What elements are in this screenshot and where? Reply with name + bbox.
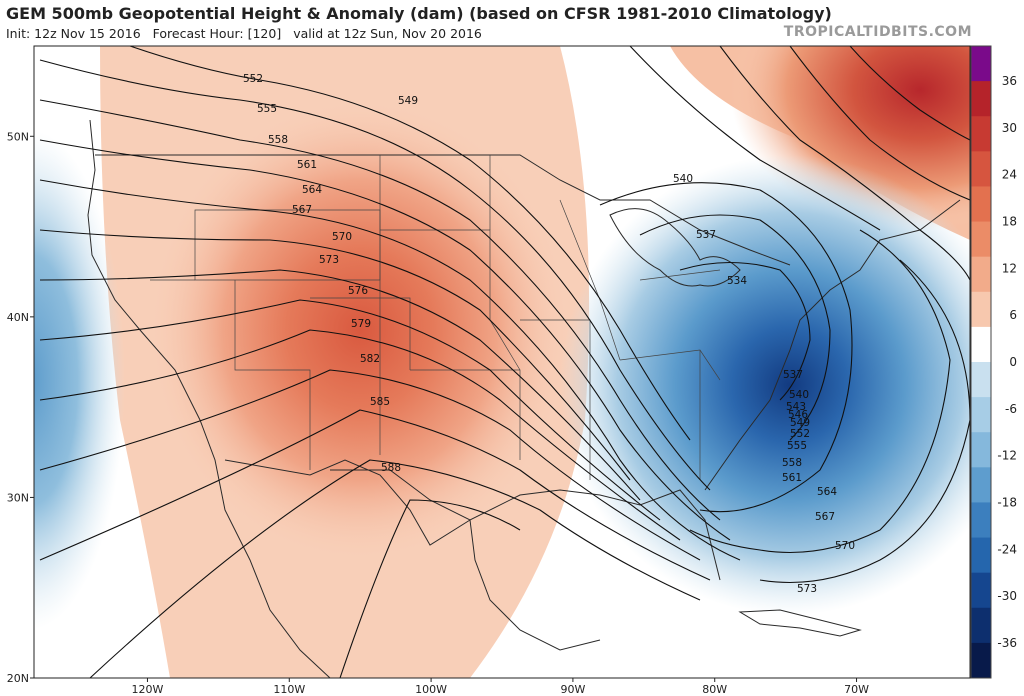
contour-label: 573	[319, 254, 339, 266]
contour-label: 552	[790, 428, 810, 440]
colorbar-swatch	[971, 221, 991, 258]
colorbar-label: -30	[997, 589, 1017, 603]
contour-label: 546	[788, 409, 808, 421]
colorbar-label: -36	[997, 636, 1017, 650]
map-frame	[33, 45, 971, 679]
colorbar-swatch	[971, 467, 991, 503]
lon-tick-label: 100W	[415, 683, 447, 696]
cuba	[738, 609, 862, 637]
east-coast	[704, 199, 961, 491]
colorbar-label: 6	[1009, 308, 1017, 322]
lon-tick-label: 70W	[844, 683, 869, 696]
lat-tick-label: 30N	[7, 491, 29, 504]
lon-tick-label: 90W	[560, 683, 585, 696]
valid-time: valid at 12z Sun, Nov 20 2016	[293, 26, 482, 41]
colorbar-frame	[970, 45, 992, 679]
contour-label: 543	[786, 401, 806, 413]
lat-tick-label: 50N	[7, 130, 29, 143]
colorbar-swatch	[971, 362, 991, 398]
colorbar-label: 30	[1002, 121, 1017, 135]
watermark: TROPICALTIDBITS.COM	[783, 24, 972, 40]
trough-core-anomaly	[560, 155, 970, 615]
us-mexico-border	[224, 459, 471, 546]
contour-label: 555	[787, 440, 807, 452]
trough-west-anomaly	[34, 130, 125, 630]
colorbar-swatch	[971, 81, 991, 117]
gulf-coast	[330, 469, 721, 581]
contour-label: 564	[302, 184, 322, 196]
contour-label: 537	[783, 369, 803, 381]
contour-label: 534	[727, 275, 747, 287]
contour-label: 582	[360, 353, 380, 365]
contour-label: 537	[696, 229, 716, 241]
colorbar-swatch	[971, 537, 991, 574]
contour-label: 564	[817, 486, 837, 498]
contour-label: 552	[243, 73, 263, 85]
great-lakes	[609, 208, 741, 287]
contour-label: 570	[332, 231, 352, 243]
contour-label: 567	[292, 204, 312, 216]
colorbar-swatch	[971, 151, 991, 187]
contour-labels: 5525495555585615645675705735765795825855…	[243, 73, 855, 595]
colorbar-label: 0	[1009, 355, 1017, 369]
contour-label: 558	[782, 457, 802, 469]
lon-tick-label: 120W	[132, 683, 164, 696]
geography	[87, 119, 961, 678]
canada-border	[95, 154, 791, 266]
colorbar-label: 12	[1002, 261, 1017, 275]
lon-tick-label: 80W	[702, 683, 727, 696]
lat-axis: 50N 40N 30N 20N	[7, 130, 34, 685]
lon-axis: 120W 110W 100W 90W 80W 70W	[132, 678, 869, 696]
colorbar-swatch	[971, 256, 991, 293]
lat-tick-label: 40N	[7, 311, 29, 324]
contour-label: 588	[381, 462, 401, 474]
ridge-core-anomaly	[150, 100, 570, 560]
colorbar-swatch	[971, 291, 991, 328]
lat-tick-label: 20N	[7, 672, 29, 685]
contour-label: 549	[398, 95, 418, 107]
contour-label: 561	[297, 159, 317, 171]
contour-label: 579	[351, 318, 371, 330]
contour-label: 540	[673, 173, 693, 185]
init-time: Init: 12z Nov 15 2016	[6, 26, 141, 41]
colorbar-swatch	[971, 572, 991, 609]
colorbar-swatch	[971, 186, 991, 223]
contour-label: 570	[835, 540, 855, 552]
colorbar: 36 30 24 18 12 6 0 -6 -12 -18 -24 -30 -36	[970, 45, 1017, 679]
contour-label: 561	[782, 472, 802, 484]
contour-label: 573	[797, 583, 817, 595]
contour-label: 558	[268, 134, 288, 146]
map-title: GEM 500mb Geopotential Height & Anomaly …	[6, 4, 832, 23]
colorbar-swatch	[971, 326, 991, 363]
lon-tick-label: 110W	[273, 683, 305, 696]
contour-label: 567	[815, 511, 835, 523]
west-coast	[87, 119, 331, 678]
colorbar-label: 24	[1002, 168, 1017, 182]
colorbar-label: -18	[997, 495, 1017, 509]
contour-label: 555	[257, 103, 277, 115]
contour-label: 549	[790, 417, 810, 429]
colorbar-label: 36	[1002, 74, 1017, 88]
map-subtitle: Init: 12z Nov 15 2016 Forecast Hour: [12…	[6, 26, 490, 41]
colorbar-swatch	[971, 432, 991, 468]
colorbar-swatch	[971, 116, 991, 152]
colorbar-swatch	[971, 46, 991, 82]
mexico-gulf-coast	[469, 519, 601, 651]
colorbar-swatch	[971, 642, 991, 679]
colorbar-swatch	[971, 607, 991, 644]
contour-label: 576	[348, 285, 368, 297]
contour-label: 585	[370, 396, 390, 408]
contour-label: 540	[789, 389, 809, 401]
colorbar-label: 18	[1002, 215, 1017, 229]
colorbar-label: -6	[1005, 402, 1017, 416]
colorbar-label: -24	[997, 542, 1017, 556]
forecast-hour: Forecast Hour: [120]	[152, 26, 282, 41]
colorbar-label: -12	[997, 449, 1017, 463]
colorbar-swatch	[971, 502, 991, 539]
colorbar-swatch	[971, 397, 991, 433]
anomaly-shading	[34, 46, 970, 678]
height-contours	[39, 46, 970, 678]
